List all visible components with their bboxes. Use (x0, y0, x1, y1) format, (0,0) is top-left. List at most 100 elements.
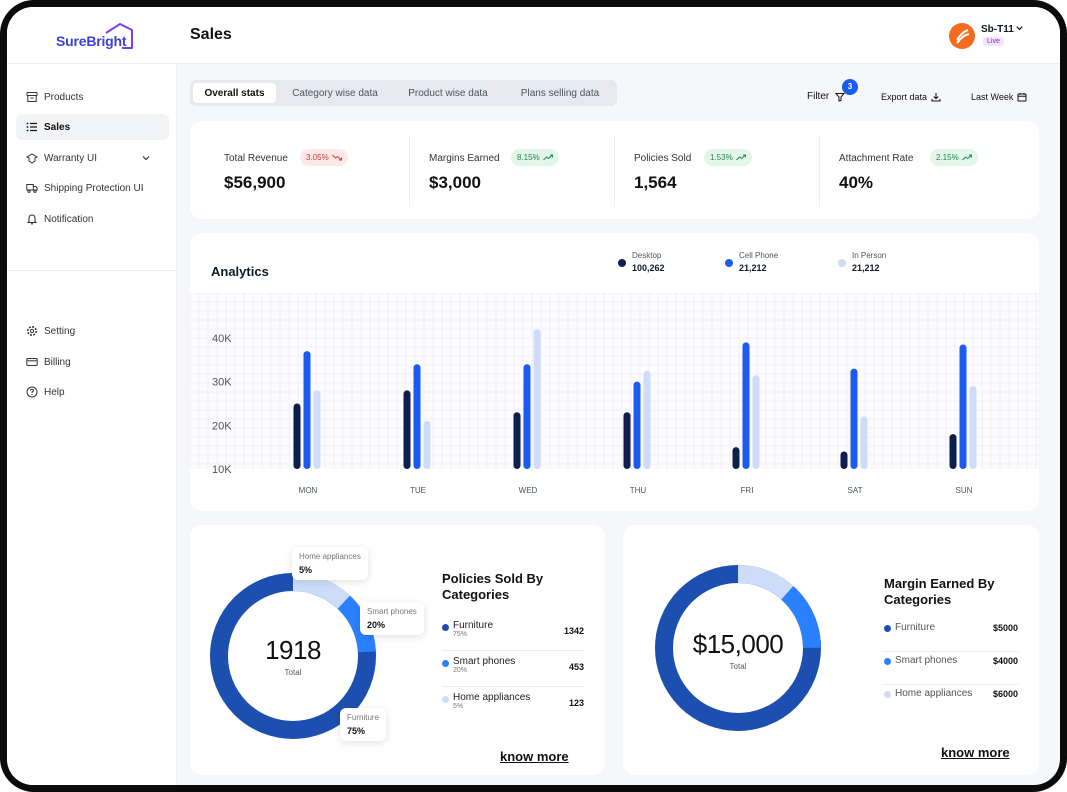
legend-value: 21,212 (739, 263, 767, 273)
download-icon (931, 93, 941, 102)
stat-divider (409, 135, 410, 207)
bar-in-person-tue[interactable] (423, 420, 431, 469)
trend-up-icon (735, 154, 746, 161)
category-dot (884, 691, 891, 698)
bar-cell-phone-mon[interactable] (303, 351, 311, 469)
callout-value: 20% (367, 620, 386, 630)
filter-label: Filter (807, 91, 830, 102)
bar-cell-phone-sun[interactable] (959, 344, 967, 469)
bar-desktop-thu[interactable] (623, 412, 631, 469)
bar-in-person-sun[interactable] (969, 386, 977, 469)
sidebar-item-products[interactable]: Products (16, 84, 169, 110)
category-dot (442, 696, 449, 703)
legend-name: Cell Phone (739, 251, 779, 260)
bar-cell-phone-wed[interactable] (523, 364, 531, 469)
sidebar-item-billing[interactable]: Billing (16, 349, 169, 375)
bar-in-person-fri[interactable] (752, 375, 760, 469)
donut-center: $15,000 Total (678, 629, 798, 671)
know-more-link[interactable]: know more (941, 745, 1010, 760)
gear-icon (27, 326, 37, 336)
sidebar-item-label: Setting (44, 325, 76, 337)
tab-overall-stats[interactable]: Overall stats (193, 83, 276, 103)
sidebar-item-warranty-ui[interactable]: Warranty UI (16, 145, 169, 171)
truck-icon (26, 184, 38, 193)
chevron-down-icon[interactable] (141, 153, 151, 163)
x-tick-label: FRI (741, 486, 754, 495)
donut-total-label: Total (729, 662, 747, 671)
trend-chip: 1.53% (704, 149, 752, 166)
tab-category-wise-data[interactable]: Category wise data (292, 87, 378, 99)
category-name: Smart phones (453, 656, 516, 667)
category-dot (884, 658, 891, 665)
bar-desktop-mon[interactable] (293, 403, 301, 470)
sidebar-item-label: Products (44, 91, 84, 103)
bar-cell-phone-tue[interactable] (413, 364, 421, 469)
avatar-logo-icon (956, 29, 970, 44)
tab-plans-selling-data[interactable]: Plans selling data (520, 87, 600, 99)
bar-cell-phone-sat[interactable] (850, 368, 858, 469)
sidebar-item-setting[interactable]: Setting (16, 318, 169, 344)
period-selector[interactable]: Last Week (971, 92, 1027, 102)
trend-chip: 8.15% (511, 149, 559, 166)
trend-chip: 2.15% (930, 149, 978, 166)
bar-desktop-sat[interactable] (840, 451, 848, 469)
stat-value: $3,000 (429, 173, 481, 192)
top-bar: SureBright Sales Sb-T11 Live (7, 7, 1060, 64)
list-item: Furniture $5000 (884, 618, 1018, 652)
export-data-button[interactable]: Export data (881, 92, 941, 102)
bar-in-person-thu[interactable] (643, 370, 651, 469)
archive-box-icon (26, 92, 38, 102)
tab-product-wise-data[interactable]: Product wise data (408, 87, 488, 99)
avatar[interactable] (949, 23, 975, 49)
bar-in-person-sat[interactable] (860, 416, 868, 469)
stat-divider (614, 135, 615, 207)
chart-plot-area (190, 293, 1039, 469)
callout-label: Home appliances (299, 552, 361, 561)
category-share: 75% (453, 631, 468, 638)
sidebar-item-label: Billing (44, 356, 71, 368)
sidebar-item-notification[interactable]: Notification (16, 206, 169, 232)
bar-desktop-fri[interactable] (732, 447, 740, 469)
user-name: Sb-T11 (981, 24, 1014, 35)
legend-dot (838, 259, 846, 267)
x-tick-label: SUN (956, 486, 973, 495)
bar-desktop-tue[interactable] (403, 390, 411, 469)
list-item: Smart phones 20% 453 (442, 653, 584, 687)
brand-logo[interactable]: SureBright (56, 21, 136, 51)
legend-value: 21,212 (852, 263, 880, 273)
x-tick-label: THU (630, 486, 647, 495)
filter-button[interactable]: Filter (807, 91, 846, 102)
legend-value: 100,262 (632, 263, 665, 273)
sidebar-divider (7, 270, 177, 271)
category-name: Home appliances (453, 692, 531, 703)
bar-cell-phone-thu[interactable] (633, 381, 641, 469)
brand-name: SureBright (56, 33, 127, 49)
stat-value: $56,900 (224, 173, 286, 192)
bar-cell-phone-fri[interactable] (742, 342, 750, 469)
category-share: 5% (453, 703, 464, 710)
status-badge: Live (983, 37, 1004, 46)
callout-label: Furniture (347, 713, 380, 722)
category-dot (442, 660, 449, 667)
category-value: 123 (568, 698, 584, 708)
margin-donut-chart (655, 565, 821, 731)
bar-in-person-wed[interactable] (533, 329, 541, 469)
export-label: Export data (881, 92, 928, 102)
category-value: 1342 (563, 626, 584, 636)
sidebar-item-help[interactable]: Help (16, 379, 169, 405)
know-more-link[interactable]: know more (500, 749, 569, 764)
policies-card: 1918 Total Home appliances 5% Smart phon… (190, 525, 605, 775)
bar-in-person-mon[interactable] (313, 390, 321, 469)
stat-label: Policies Sold (634, 153, 692, 164)
y-tick-label: 20K (212, 420, 232, 432)
trend-value: 8.15% (517, 153, 540, 162)
sidebar-item-sales[interactable]: Sales (16, 114, 169, 140)
chevron-down-icon[interactable] (1015, 24, 1024, 33)
bar-desktop-sun[interactable] (949, 434, 957, 469)
sidebar-item-label: Notification (44, 213, 94, 225)
sidebar-item-shipping-protection-ui[interactable]: Shipping Protection UI (16, 175, 169, 201)
bar-desktop-wed[interactable] (513, 412, 521, 469)
donut-total-label: Total (284, 668, 302, 677)
callout-smart-phones: Smart phones 20% (360, 602, 424, 635)
